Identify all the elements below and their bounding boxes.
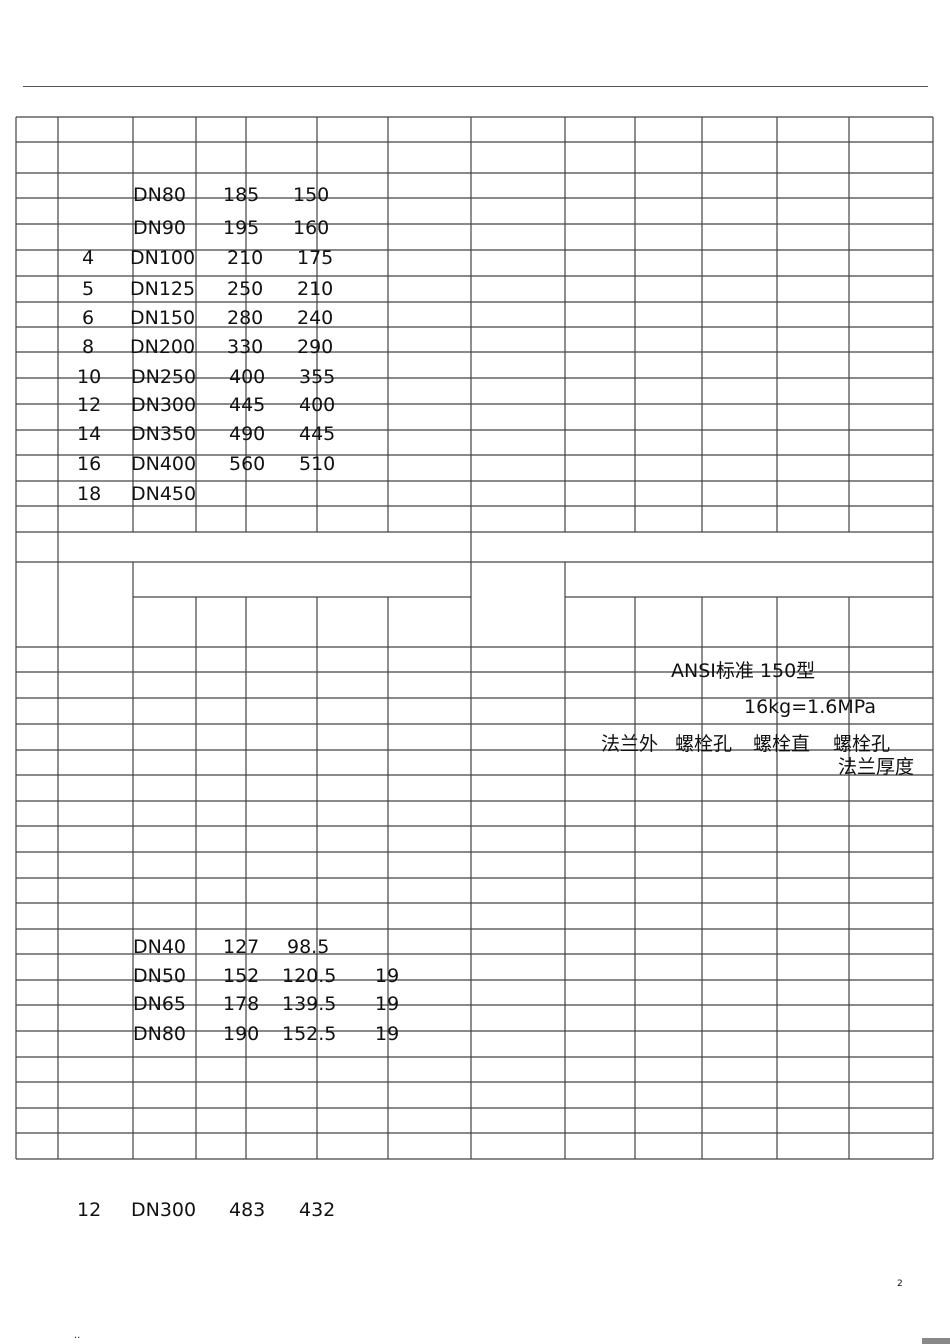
footer-mark: .. xyxy=(74,1330,81,1341)
cell-dn: DN150 xyxy=(130,307,196,329)
cell-d: 195 xyxy=(223,217,260,239)
cell-inch: 10 xyxy=(77,366,102,388)
ansi-title: ANSI标准 150型 xyxy=(671,660,816,682)
cell-k: 210 xyxy=(297,278,334,300)
header-flange-outer: 法兰外 xyxy=(601,733,659,755)
cell-inch: 4 xyxy=(82,247,95,269)
cell-k: 510 xyxy=(299,453,336,475)
cell-inch: 18 xyxy=(77,483,102,505)
header-bolt-holes: 螺栓孔 xyxy=(833,733,891,755)
corner-tab xyxy=(922,1338,950,1344)
page-number: 2 xyxy=(897,1279,903,1289)
cell-inch: 6 xyxy=(82,307,95,329)
header-flange-thickness: 法兰厚度 xyxy=(838,756,915,778)
header-bolt-dia: 螺栓直 xyxy=(753,733,811,755)
cell-k: 160 xyxy=(293,217,330,239)
cell-dn: DN80 xyxy=(133,184,187,206)
cell-k: 150 xyxy=(293,184,330,206)
cell-dn: DN50 xyxy=(133,965,187,987)
cell-d: 280 xyxy=(227,307,264,329)
cell-k: 120.5 xyxy=(282,965,337,987)
cell-d: 445 xyxy=(229,394,266,416)
cell-k: 355 xyxy=(299,366,336,388)
cell-dn: DN40 xyxy=(133,936,187,958)
cell-d: 210 xyxy=(227,247,264,269)
header-bolt-hole: 螺栓孔 xyxy=(675,733,733,755)
extra-inch: 12 xyxy=(77,1199,102,1221)
cell-k: 98.5 xyxy=(287,936,330,958)
cell-d: 185 xyxy=(223,184,260,206)
cell-dn: DN250 xyxy=(131,366,197,388)
cell-dn: DN125 xyxy=(130,278,196,300)
cell-dn: DN90 xyxy=(133,217,187,239)
cell-dn: DN200 xyxy=(130,336,196,358)
cell-inch: 12 xyxy=(77,394,102,416)
cell-d: 250 xyxy=(227,278,264,300)
cell-d: 400 xyxy=(229,366,266,388)
cell-d: 490 xyxy=(229,423,266,445)
cell-k: 290 xyxy=(297,336,334,358)
extra-d: 483 xyxy=(229,1199,266,1221)
cell-dn: DN80 xyxy=(133,1023,187,1045)
cell-inch: 5 xyxy=(82,278,95,300)
cell-d: 560 xyxy=(229,453,266,475)
pressure-label: 16kg=1.6MPa xyxy=(744,696,877,718)
header-rule xyxy=(23,86,928,87)
cell-k: 175 xyxy=(297,247,334,269)
cell-d: 178 xyxy=(223,993,260,1015)
cell-dn: DN300 xyxy=(131,394,197,416)
cell-h: 19 xyxy=(375,1023,400,1045)
cell-dn: DN450 xyxy=(131,483,197,505)
cell-d: 330 xyxy=(227,336,264,358)
cell-k: 152.5 xyxy=(282,1023,337,1045)
cell-dn: DN100 xyxy=(130,247,196,269)
cell-d: 152 xyxy=(223,965,260,987)
cell-k: 240 xyxy=(297,307,334,329)
cell-d: 190 xyxy=(223,1023,260,1045)
cell-k: 445 xyxy=(299,423,336,445)
cell-dn: DN65 xyxy=(133,993,187,1015)
extra-k: 432 xyxy=(299,1199,336,1221)
extra-dn: DN300 xyxy=(131,1199,197,1221)
cell-h: 19 xyxy=(375,993,400,1015)
cell-k: 400 xyxy=(299,394,336,416)
cell-k: 139.5 xyxy=(282,993,337,1015)
cell-inch: 14 xyxy=(77,423,102,445)
cell-inch: 8 xyxy=(82,336,95,358)
cell-dn: DN350 xyxy=(131,423,197,445)
cell-inch: 16 xyxy=(77,453,102,475)
cell-d: 127 xyxy=(223,936,260,958)
cell-dn: DN400 xyxy=(131,453,197,475)
cell-h: 19 xyxy=(375,965,400,987)
